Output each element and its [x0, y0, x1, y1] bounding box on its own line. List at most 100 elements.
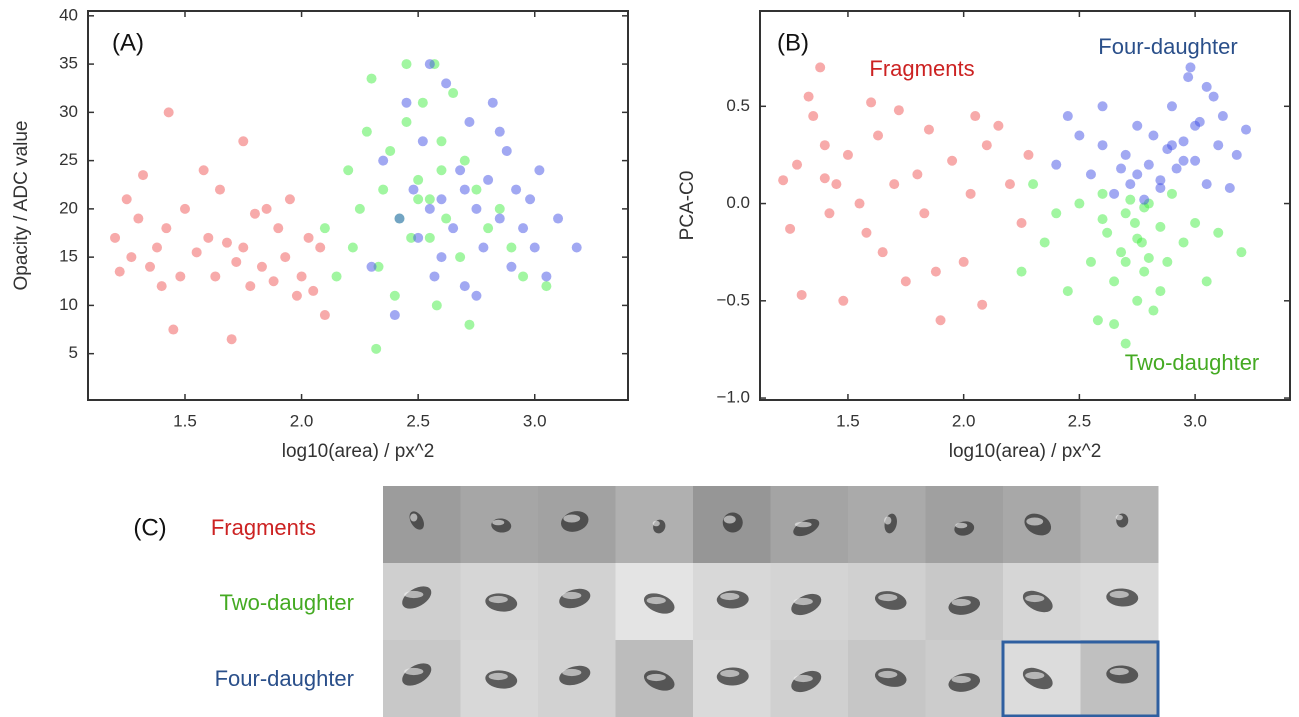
plot-frame [87, 10, 629, 401]
point [796, 289, 807, 300]
point [110, 232, 121, 243]
y-tick-label: 30 [59, 102, 78, 121]
point [525, 194, 536, 205]
point [534, 165, 545, 176]
point [114, 266, 125, 277]
point [792, 159, 803, 170]
point [389, 310, 400, 321]
point [191, 247, 202, 258]
point [464, 117, 475, 128]
point [448, 223, 459, 234]
point [808, 111, 819, 122]
point [378, 155, 389, 166]
cell-highlight [488, 672, 508, 681]
point [1162, 256, 1173, 267]
x-tick-label: 2.5 [1068, 411, 1092, 430]
point [424, 232, 435, 243]
point [1120, 256, 1131, 267]
point [121, 194, 132, 205]
point [1120, 149, 1131, 160]
y-tick-label: 5 [69, 343, 78, 362]
series-label: Two-daughter [1125, 350, 1260, 375]
cell-highlight [1109, 590, 1129, 599]
point [1097, 101, 1108, 112]
point [1085, 169, 1096, 180]
point [1139, 202, 1150, 213]
point [900, 276, 911, 287]
point [221, 237, 232, 248]
point [1074, 130, 1085, 141]
point [296, 271, 307, 282]
point [1132, 233, 1143, 244]
point [133, 213, 144, 224]
y-axis-label: Opacity / ADC value [11, 120, 32, 290]
cell-highlight [652, 520, 660, 527]
point [145, 261, 156, 272]
point [1178, 237, 1189, 248]
point [1213, 140, 1224, 151]
x-tick-label: 3.0 [1183, 411, 1207, 430]
point [1236, 247, 1247, 258]
y-axis-label: PCA-C0 [677, 171, 698, 241]
cell-highlight [720, 592, 740, 601]
point [152, 242, 163, 253]
point [436, 252, 447, 263]
point [1155, 175, 1166, 186]
point [1039, 237, 1050, 248]
point [487, 97, 498, 108]
point [831, 179, 842, 190]
cell-highlight [884, 516, 892, 525]
point [1201, 276, 1212, 287]
point [1171, 163, 1182, 174]
point [401, 117, 412, 128]
cell-highlight [488, 595, 508, 604]
point [483, 174, 494, 185]
point [401, 97, 412, 108]
point [923, 124, 934, 135]
point [1155, 221, 1166, 232]
point [873, 130, 884, 141]
point [1166, 101, 1177, 112]
point [455, 165, 466, 176]
cell-highlight [492, 519, 505, 526]
point [1166, 140, 1177, 151]
point [424, 203, 435, 214]
point [198, 165, 209, 176]
cell-highlight [1025, 594, 1045, 603]
point [126, 252, 137, 263]
point [161, 223, 172, 234]
point [981, 140, 992, 151]
point [1178, 136, 1189, 147]
point [889, 179, 900, 190]
point [436, 194, 447, 205]
cell-highlight [878, 593, 898, 602]
point [494, 213, 505, 224]
point [417, 136, 428, 147]
point [471, 184, 482, 195]
y-tick-label: 15 [59, 247, 78, 266]
point [1139, 194, 1150, 205]
point [541, 281, 552, 292]
point [541, 271, 552, 282]
point [238, 242, 249, 253]
point [803, 91, 814, 102]
point [249, 208, 260, 219]
point [1190, 155, 1201, 166]
y-tick-label: 10 [59, 295, 78, 314]
point [373, 261, 384, 272]
point [431, 300, 442, 311]
point [529, 242, 540, 253]
cell-highlight [563, 514, 581, 523]
points [778, 62, 1252, 349]
highlight-box [1001, 640, 1160, 717]
point [413, 174, 424, 185]
point [478, 242, 489, 253]
point [389, 290, 400, 301]
point [1148, 305, 1159, 316]
point [401, 59, 412, 70]
point [1190, 218, 1201, 229]
point [1241, 124, 1252, 135]
point [571, 242, 582, 253]
x-axis-label: log10(area) / px^2 [949, 441, 1102, 462]
x-axis-label: log10(area) / px^2 [282, 441, 435, 462]
